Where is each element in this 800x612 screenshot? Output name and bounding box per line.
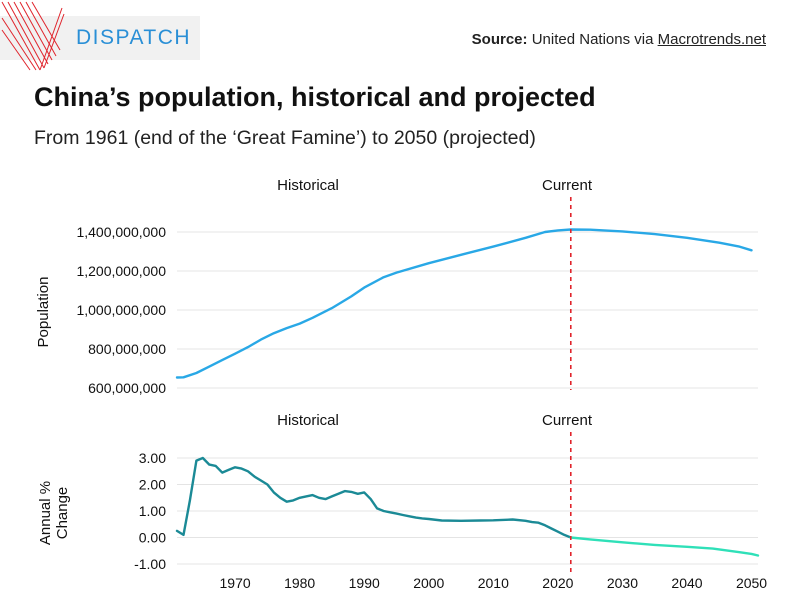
source-attribution: Source: United Nations via Macrotrends.n… bbox=[472, 31, 766, 48]
y-axis-label: Annual %Change bbox=[37, 481, 71, 545]
y-tick-label: 0.00 bbox=[139, 530, 166, 546]
historical-label: Historical bbox=[277, 177, 339, 194]
series-line-population bbox=[175, 228, 753, 379]
chart-subtitle: From 1961 (end of the ‘Great Famine’) to… bbox=[34, 127, 536, 149]
y-tick-label: 600,000,000 bbox=[88, 380, 166, 396]
current-label: Current bbox=[542, 412, 593, 429]
x-tick-label: 1980 bbox=[284, 575, 315, 591]
x-tick-label: 2030 bbox=[607, 575, 638, 591]
source-text: United Nations via bbox=[531, 31, 654, 48]
x-tick-label: 2040 bbox=[671, 575, 702, 591]
y-tick-label: -1.00 bbox=[134, 556, 166, 572]
y-tick-label: 3.00 bbox=[139, 450, 166, 466]
brand-logo-icon bbox=[1, 1, 65, 71]
source-link[interactable]: Macrotrends.net bbox=[657, 31, 766, 48]
historical-label: Historical bbox=[277, 412, 339, 429]
current-label: Current bbox=[542, 177, 593, 194]
y-axis-label-line: Change bbox=[54, 487, 71, 540]
x-tick-label: 2050 bbox=[736, 575, 767, 591]
brand-name: DISPATCH bbox=[76, 26, 192, 49]
y-axis-label: Population bbox=[35, 277, 52, 348]
y-tick-label: 1,400,000,000 bbox=[76, 224, 166, 240]
x-tick-label: 1990 bbox=[349, 575, 380, 591]
x-tick-label: 2000 bbox=[413, 575, 444, 591]
series-line-projected bbox=[569, 536, 760, 557]
y-axis-label-line: Annual % bbox=[37, 481, 54, 545]
chart-title: China’s population, historical and proje… bbox=[34, 82, 596, 112]
series-line-historical bbox=[175, 456, 572, 539]
x-tick-label: 2010 bbox=[478, 575, 509, 591]
y-tick-label: 1.00 bbox=[139, 503, 166, 519]
y-tick-label: 2.00 bbox=[139, 477, 166, 493]
y-tick-label: 1,000,000,000 bbox=[76, 302, 166, 318]
x-tick-label: 2020 bbox=[542, 575, 573, 591]
x-tick-label: 1970 bbox=[220, 575, 251, 591]
y-tick-label: 800,000,000 bbox=[88, 341, 166, 357]
source-label: Source: bbox=[471, 31, 528, 48]
y-tick-label: 1,200,000,000 bbox=[76, 263, 166, 279]
